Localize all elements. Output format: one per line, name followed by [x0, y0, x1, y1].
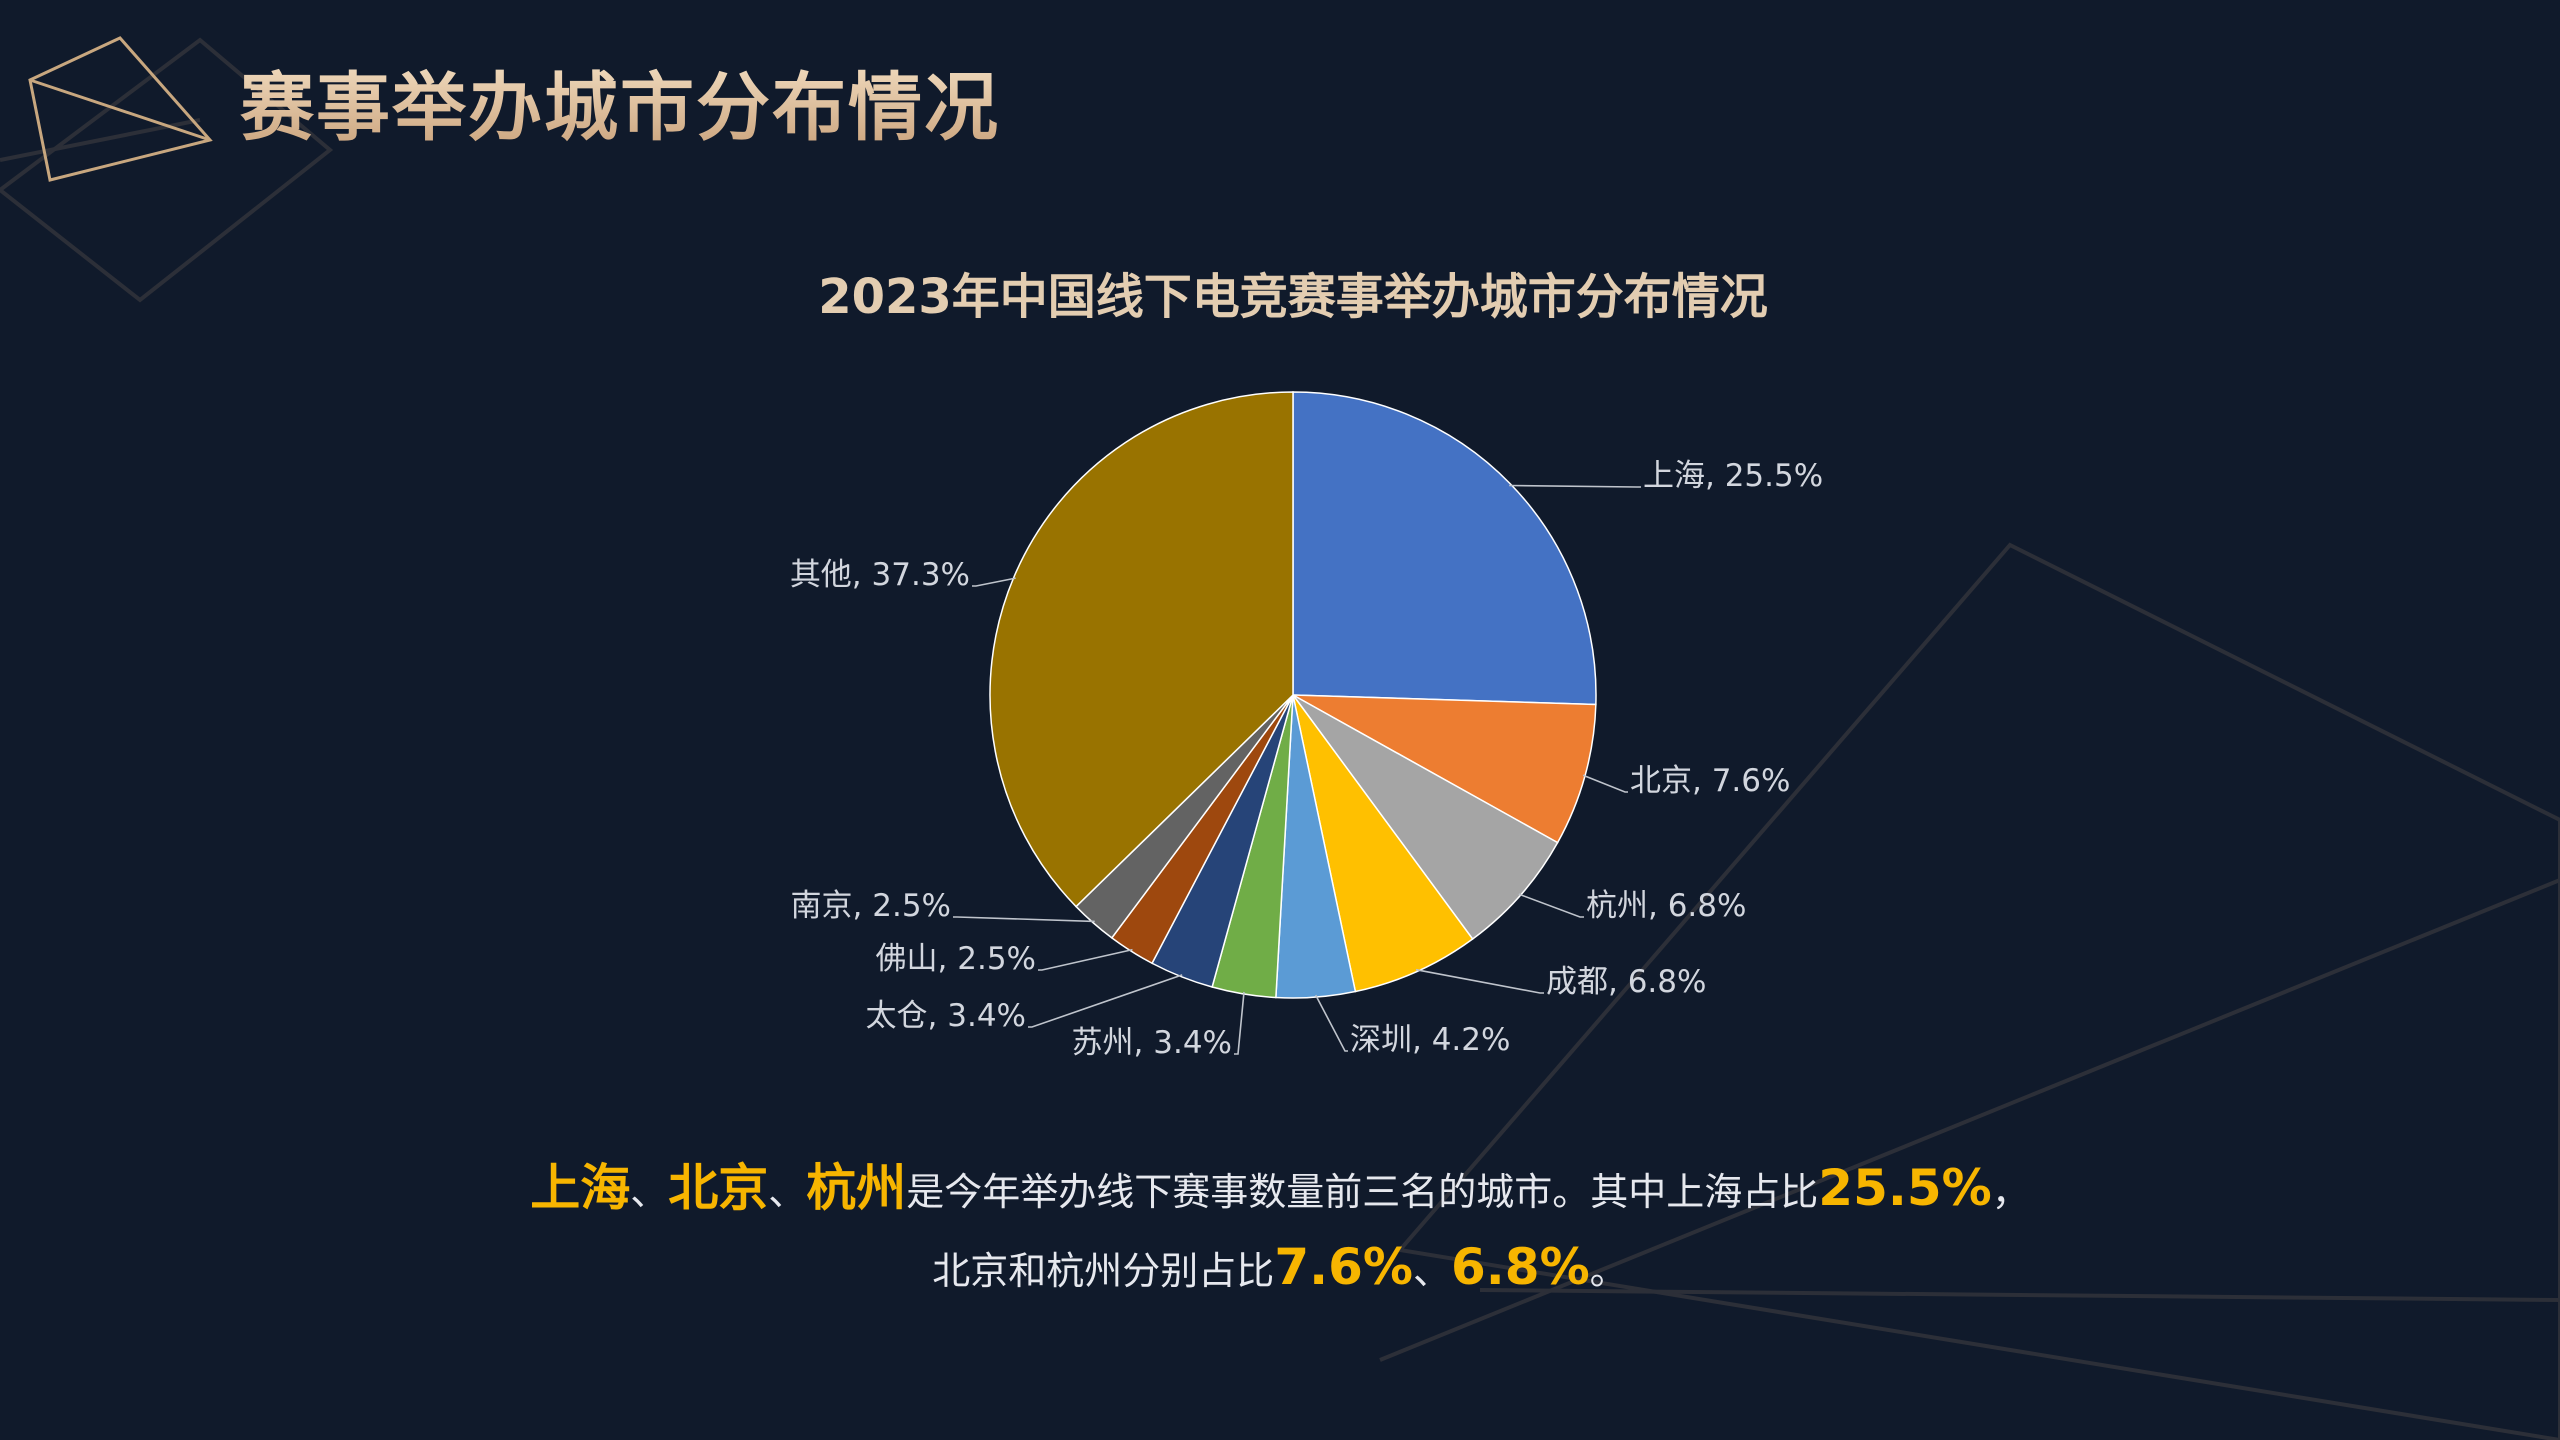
- slice-label-3: 杭州, 6.8%: [1586, 888, 1746, 924]
- pie-slice-4: [1292, 694, 1474, 993]
- leader-line-9: [953, 916, 1095, 923]
- leader-line-6: [1234, 991, 1245, 1055]
- summary-text-3: 、: [1412, 1249, 1451, 1293]
- summary-text-5: 。: [1589, 1249, 1628, 1293]
- summary-text-2: 、: [630, 1170, 669, 1214]
- summary-highlight-3: 北京: [668, 1159, 769, 1217]
- summary-line-2: 北京和杭州分别占比7.6%、6.8%。: [0, 1238, 2560, 1296]
- pie-slices: [989, 391, 1597, 999]
- leader-line-5: [1314, 994, 1348, 1052]
- slice-label-5: 深圳, 4.2%: [1350, 1022, 1510, 1058]
- leader-line-10: [972, 577, 1016, 587]
- slice-label-7: 太仓, 3.4%: [866, 998, 1026, 1034]
- pie-labels: 上海, 25.5% 北京, 7.6% 杭州, 6.8% 成都, 6.8% 深圳, 4.2…: [790, 458, 1823, 1061]
- summary-line-1: 上海、北京、杭州是今年举办线下赛事数量前三名的城市。其中上海占比25.5%，: [0, 1148, 2560, 1220]
- summary-highlight-2: 7.6%: [1274, 1238, 1413, 1296]
- summary-text-1: 北京和杭州分别占比: [932, 1249, 1275, 1293]
- slice-label-2: 北京, 7.6%: [1630, 763, 1790, 799]
- page-title: 赛事举办城市分布情况: [240, 48, 1000, 155]
- slice-label-6: 苏州, 3.4%: [1072, 1025, 1232, 1061]
- summary-text-8: ，: [1991, 1170, 2030, 1214]
- leader-line-7: [1028, 974, 1183, 1028]
- slice-label-9: 南京, 2.5%: [791, 888, 951, 924]
- slice-label-8: 佛山, 2.5%: [876, 941, 1036, 977]
- summary-highlight-7: 25.5%: [1818, 1159, 1992, 1217]
- summary-highlight-4: 6.8%: [1451, 1238, 1590, 1296]
- slice-label-4: 成都, 6.8%: [1546, 964, 1706, 1000]
- leader-line-4: [1415, 968, 1544, 994]
- summary-highlight-5: 杭州: [806, 1159, 907, 1217]
- summary-text-4: 、: [768, 1170, 807, 1214]
- chart-title: 2023年中国线下电竞赛事举办城市分布情况: [818, 269, 1768, 325]
- deco-line-right-2: [1479, 1288, 2560, 1302]
- leader-line-2: [1582, 774, 1628, 793]
- logo-triangle-diagonal: [29, 78, 211, 142]
- pie-slice-1: [1292, 391, 1597, 706]
- deco-triangle-right: [1396, 542, 2560, 1440]
- pie-slice-10: [989, 391, 1294, 908]
- summary-highlight-1: 上海: [530, 1159, 631, 1217]
- slice-label-10: 其他, 37.3%: [790, 557, 970, 593]
- leader-line-8: [1038, 948, 1133, 971]
- pie-leader-lines: [953, 484, 1641, 1055]
- leader-line-1: [1509, 484, 1641, 488]
- slice-label-1: 上海, 25.5%: [1643, 458, 1823, 494]
- deco-line-right-1: [1379, 878, 2560, 1362]
- deco-diamond-topleft: [0, 37, 334, 303]
- summary-text-6: 是今年举办线下赛事数量前三名的城市。其中上海占比: [906, 1170, 1819, 1214]
- leader-line-3: [1518, 893, 1584, 918]
